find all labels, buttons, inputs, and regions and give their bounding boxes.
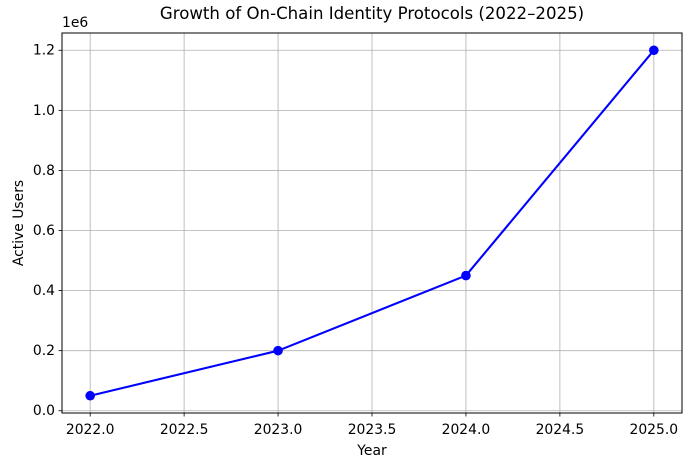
x-tick-label: 2023.0 (254, 422, 303, 438)
x-tick-label: 2025.0 (630, 422, 679, 438)
y-axis-offset-text: 1e6 (62, 15, 89, 31)
chart-title: Growth of On-Chain Identity Protocols (2… (159, 4, 585, 23)
x-tick-label: 2024.5 (536, 422, 585, 438)
x-tick-label: 2022.0 (66, 422, 115, 438)
y-tick-label: 1.0 (33, 103, 55, 119)
y-tick-label: 0.4 (33, 283, 55, 299)
x-axis-label: Year (357, 443, 387, 459)
y-tick-label: 1.2 (33, 43, 55, 59)
data-line (89, 49, 655, 397)
y-axis-label: Active Users (11, 179, 27, 267)
y-tick-label: 0.6 (33, 223, 55, 239)
data-point (649, 45, 659, 56)
y-tick-label: 0.0 (33, 403, 55, 419)
axes-spines (61, 32, 683, 414)
x-tick-label: 2022.5 (160, 422, 209, 438)
y-tick-label: 0.2 (33, 343, 55, 359)
data-point (85, 390, 95, 401)
y-tick-label: 0.8 (33, 163, 55, 179)
x-tick-label: 2023.5 (348, 422, 397, 438)
data-point (273, 345, 283, 356)
data-point (461, 270, 471, 281)
x-tick-label: 2024.0 (442, 422, 491, 438)
